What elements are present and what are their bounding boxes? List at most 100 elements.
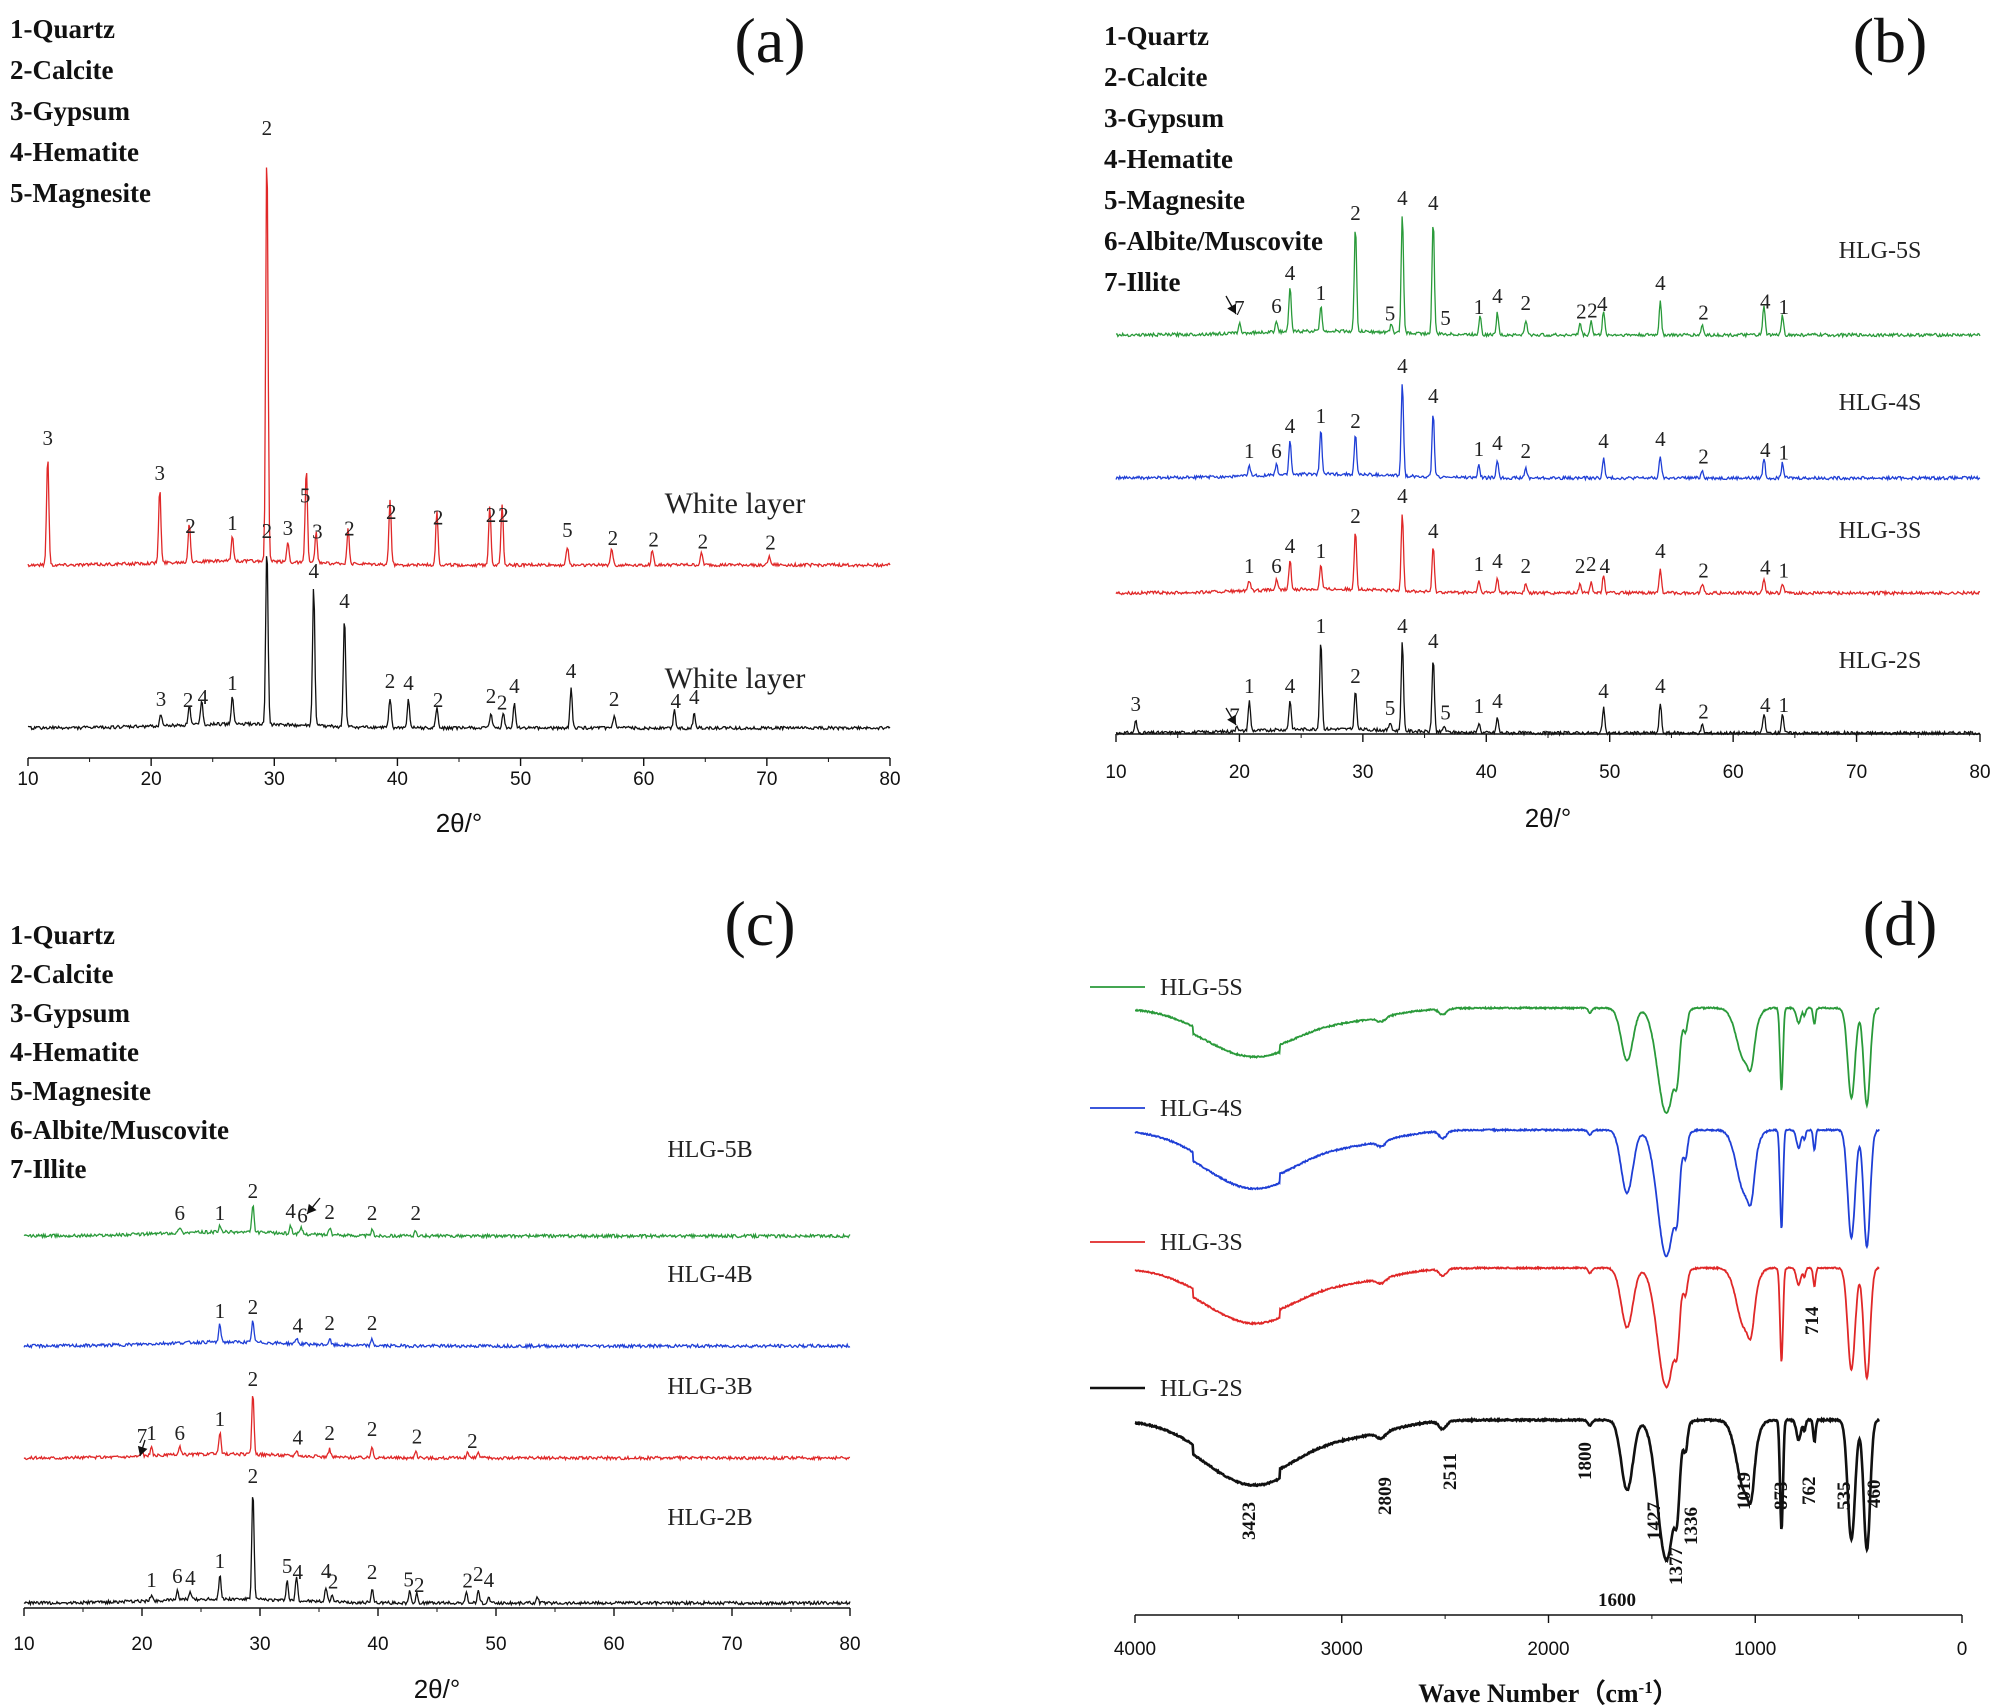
panel-b-peak-label: 2 — [1350, 664, 1361, 688]
panel-c-tick-label: 30 — [249, 1634, 270, 1655]
panel-c-peak-label: 1 — [215, 1201, 226, 1225]
panel-a-tick-label: 30 — [264, 769, 285, 790]
panel-c-tick-label: 60 — [603, 1634, 624, 1655]
panel-b-peak-label: 4 — [1600, 554, 1611, 578]
panel-c-peak-label: 1 — [146, 1568, 157, 1592]
panel-b-peak-label: 4 — [1428, 384, 1439, 408]
panel-b-peak-label: 4 — [1655, 271, 1666, 295]
panel-c-peak-label: 2 — [367, 1417, 378, 1441]
panel-d-label: (d) — [1863, 888, 1938, 959]
panel-d-legend-label: HLG-2S — [1160, 1376, 1243, 1402]
panel-b-peak-label: 6 — [1271, 294, 1282, 318]
panel-b-peak-label: 5 — [1440, 701, 1451, 725]
panel-a-legend-item: 2-Calcite — [10, 55, 113, 85]
panel-a-peak-label: 4 — [308, 559, 319, 583]
panel-c-peak-label: 4 — [293, 1314, 304, 1338]
panel-d-legend-label: HLG-3S — [1160, 1230, 1243, 1256]
panel-b-series-name: HLG-3S — [1839, 518, 1922, 544]
panel-b-peak-label: 4 — [1597, 292, 1608, 316]
panel-a-peak-label: 2 — [698, 529, 709, 553]
panel-c-peak-label: 6 — [172, 1564, 183, 1588]
panel-c-peak-label: 5 — [403, 1567, 414, 1591]
panel-b-peak-label: 4 — [1655, 539, 1666, 563]
panel-b-peak-label: 2 — [1575, 554, 1586, 578]
panel-d-spectrum-line — [1134, 1265, 1880, 1389]
panel-b-legend-item: 1-Quartz — [1104, 21, 1209, 51]
panel-d-band-label: 1336 — [1681, 1507, 1702, 1545]
panel-b-peak-label: 1 — [1474, 437, 1485, 461]
panel-b-tick-label: 80 — [1969, 762, 1990, 783]
panel-d-spectrum-line — [1134, 1416, 1881, 1564]
panel-a-peak-label: 2 — [185, 514, 196, 538]
panel-b-peak-label: 4 — [1492, 431, 1503, 455]
panel-b-peak-label: 2 — [1698, 300, 1709, 324]
panel-b-legend-item: 7-Illite — [1104, 267, 1180, 297]
panel-a-peak-label: 2 — [385, 669, 396, 693]
panel-c-tick-label: 40 — [367, 1634, 388, 1655]
panel-b-peak-label: 5 — [1385, 696, 1396, 720]
panel-b-peak-label: 1 — [1778, 558, 1789, 582]
panel-b-peak-label: 1 — [1316, 404, 1327, 428]
panel-a-tick-label: 60 — [633, 769, 654, 790]
panel-d-x-label: Wave Number（cm-1） — [1418, 1678, 1678, 1707]
panel-a-tick-label: 40 — [387, 769, 408, 790]
panel-b-label: (b) — [1853, 5, 1928, 76]
panel-b-peak-label: 6 — [1271, 439, 1282, 463]
panel-d-tick-label: 4000 — [1114, 1639, 1156, 1660]
panel-b-tick-label: 50 — [1599, 762, 1620, 783]
panel-b-legend-item: 3-Gypsum — [1104, 103, 1225, 133]
panel-b-peak-label: 1 — [1244, 674, 1255, 698]
panel-a-series-name: White layer — [665, 487, 806, 520]
panel-b-peak-label: 4 — [1760, 289, 1771, 313]
panel-c-peak-label: 4 — [484, 1568, 495, 1592]
panel-b-peak-label: 4 — [1428, 191, 1439, 215]
panel-a-peak-label: 4 — [509, 674, 520, 698]
panel-b-peak-label: 4 — [1598, 679, 1609, 703]
panel-b-peak-label: 1 — [1778, 295, 1789, 319]
panel-a-peak-label: 2 — [486, 503, 497, 527]
panel-c-peak-label: 2 — [467, 1429, 478, 1453]
panel-b-peak-label: 2 — [1586, 552, 1597, 576]
panel-a-peak-label: 4 — [198, 685, 209, 709]
panel-a-x-label: 2θ/° — [436, 808, 483, 838]
panel-a-peak-label: 2 — [344, 517, 355, 541]
panel-b-tick-label: 20 — [1229, 762, 1250, 783]
panel-b-series-name: HLG-2S — [1839, 648, 1922, 674]
panel-b-peak-label: 1 — [1474, 694, 1485, 718]
panel-d-band-label: 762 — [1799, 1477, 1820, 1506]
panel-c-peak-label: 1 — [146, 1421, 157, 1445]
panel-a-peak-label: 3 — [42, 426, 53, 450]
panel-b-tick-label: 30 — [1352, 762, 1373, 783]
panel-b-series-line — [1115, 216, 1981, 339]
panel-c-tick-label: 80 — [839, 1634, 860, 1655]
panel-b-x-label: 2θ/° — [1525, 803, 1572, 833]
panel-c-peak-label: 4 — [285, 1199, 296, 1223]
panel-b-peak-label: 4 — [1492, 689, 1503, 713]
panel-b-peak-label: 5 — [1385, 302, 1396, 326]
panel-a-peak-label: 2 — [262, 519, 273, 543]
panel-c-peak-label: 6 — [175, 1421, 186, 1445]
panel-d-band-label: 535 — [1834, 1482, 1855, 1511]
panel-b-tick-label: 70 — [1846, 762, 1867, 783]
panel-c-tick-label: 50 — [485, 1634, 506, 1655]
panel-b-tick-label: 60 — [1723, 762, 1744, 783]
panel-a-peak-label: 4 — [670, 689, 681, 713]
panel-c-x-label: 2θ/° — [414, 1674, 461, 1704]
panel-a-peak-label: 3 — [283, 516, 294, 540]
panel-b-arrow-head — [1227, 714, 1236, 725]
panel-d-spectrum-line — [1135, 1005, 1880, 1115]
panel-b-peak-label: 1 — [1316, 614, 1327, 638]
panel-b-peak-label: 2 — [1350, 201, 1361, 225]
panel-a-peak-label: 5 — [562, 518, 573, 542]
panel-b-peak-label: 4 — [1655, 674, 1666, 698]
panel-d-tick-label: 0 — [1957, 1639, 1968, 1660]
panel-b-peak-label: 1 — [1316, 281, 1327, 305]
panel-d-legend-label: HLG-4S — [1160, 1096, 1243, 1122]
panel-d-tick-label: 3000 — [1321, 1639, 1363, 1660]
panel-a-peak-label: 1 — [227, 511, 238, 535]
panel-b-peak-label: 4 — [1397, 484, 1408, 508]
panel-b-series-line — [1115, 642, 1981, 737]
panel-b-peak-label: 4 — [1492, 549, 1503, 573]
panel-a-tick-label: 70 — [756, 769, 777, 790]
